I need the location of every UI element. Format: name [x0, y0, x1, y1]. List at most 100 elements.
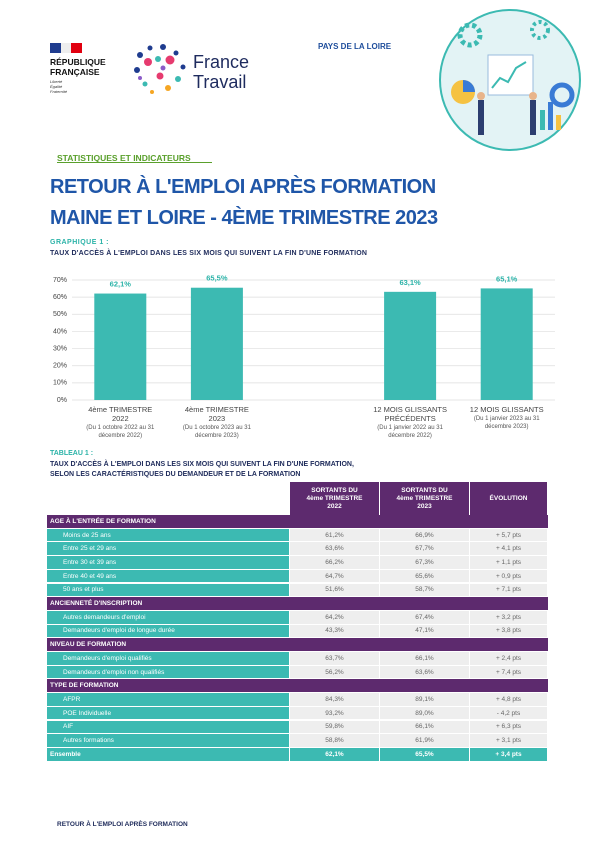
column-header-text: 2023 — [417, 502, 432, 510]
section-header: NIVEAU DE FORMATION — [47, 638, 548, 651]
brand: France — [193, 52, 250, 72]
table-cell: 43,3% — [290, 624, 379, 638]
table-cell: + 0,9 pts — [470, 569, 547, 583]
table-cell: 89,0% — [380, 706, 469, 720]
chart-title: TAUX D'ACCÈS À L'EMPLOI DANS LES SIX MOI… — [50, 250, 368, 257]
column-header: SORTANTS DU 4ème TRIMESTRE 2023 — [380, 482, 469, 515]
table-cell: 66,1% — [380, 652, 469, 665]
y-tick-label: 20% — [53, 363, 67, 370]
table-cell: 67,3% — [380, 556, 469, 569]
table-cell: 63,6% — [290, 542, 379, 556]
table-cell: Entre 25 et 29 ans — [47, 542, 289, 556]
column-header-text: 4ème TRIMESTRE — [306, 494, 363, 502]
title: RETOUR À L'EMPLOI APRÈS FORMATION — [50, 176, 436, 198]
table-title: TAUX D'ACCÈS À L'EMPLOI DANS LES SIX MOI… — [50, 461, 354, 468]
table-cell: + 5,7 pts — [470, 528, 547, 542]
table-cell: 63,7% — [290, 652, 379, 665]
title: MAINE ET LOIRE - 4ÈME TRIMESTRE 2023 — [50, 207, 438, 229]
table-cell: 58,8% — [290, 734, 379, 747]
x-tick: 4ème TRIMESTRE 2023 (Du 1 octobre 2023 au… — [169, 405, 265, 440]
table-cell: + 3,2 pts — [470, 610, 547, 624]
table-cell: 89,1% — [380, 693, 469, 706]
y-tick-label: 0% — [57, 397, 67, 404]
table-cell: 59,8% — [290, 720, 379, 734]
x-tick-note: (Du 1 octobre 2023 au 31 décembre 2023) — [182, 425, 251, 439]
table-cell: AIF — [47, 720, 289, 734]
column-header: SORTANTS DU 4ème TRIMESTRE 2022 — [290, 482, 379, 515]
table-cell: 63,6% — [380, 665, 469, 679]
table-cell: + 3,1 pts — [470, 734, 547, 747]
table-cell: + 4,8 pts — [470, 693, 547, 706]
table-cell: 65,5% — [380, 747, 469, 761]
x-tick-label: 12 MOIS GLISSANTS — [469, 405, 544, 414]
section-header: TYPE DE FORMATION — [47, 679, 548, 693]
x-tick-note: (Du 1 janvier 2022 au 31 décembre 2022) — [377, 425, 443, 439]
table-cell: 65,6% — [380, 569, 469, 583]
table-cell: Demandeurs d'emploi de longue durée — [47, 624, 289, 638]
chart-label: GRAPHIQUE 1 : — [50, 239, 110, 246]
table-cell: + 3,8 pts — [470, 624, 547, 638]
y-tick-label: 40% — [53, 328, 67, 335]
column-header-text: SORTANTS DU — [311, 486, 358, 494]
motto: Liberté — [50, 79, 63, 84]
republic: FRANÇAISE — [50, 67, 100, 77]
table-title: SELON LES CARACTÉRISTIQUES DU DEMANDEUR … — [50, 471, 301, 478]
republic: RÉPUBLIQUE — [50, 57, 106, 67]
table-cell: + 6,3 pts — [470, 720, 547, 734]
table-cell: Demandeurs d'emploi non qualifiés — [47, 665, 289, 679]
value-label: 65,5% — [206, 274, 228, 283]
table-cell: 50 ans et plus — [47, 583, 289, 597]
table-cell: POE Individuelle — [47, 706, 289, 720]
value-label: 63,1% — [399, 278, 421, 287]
section-header: ANCIENNETÉ D'INSCRIPTION — [47, 597, 548, 610]
table-cell: 51,6% — [290, 583, 379, 597]
x-tick: 12 MOIS GLISSANTS (Du 1 janvier 2023 au 3… — [459, 405, 555, 431]
kicker: STATISTIQUES ET INDICATEURS — [57, 153, 191, 163]
table-cell: + 7,1 pts — [470, 583, 547, 597]
y-tick-label: 50% — [53, 311, 67, 318]
bar — [480, 288, 533, 400]
table-label: TABLEAU 1 : — [50, 450, 94, 457]
value-label: 65,1% — [496, 274, 518, 283]
x-tick-note: (Du 1 janvier 2023 au 31 décembre 2023) — [473, 416, 540, 430]
column-header-text: 4ème TRIMESTRE — [396, 494, 453, 502]
value-label: 62,1% — [110, 280, 132, 289]
x-tick-label: 4ème TRIMESTRE 2022 — [88, 405, 153, 423]
y-tick-label: 70% — [53, 277, 67, 284]
table-cell: 66,9% — [380, 528, 469, 542]
footer-left: RETOUR À L'EMPLOI APRÈS FORMATION — [57, 821, 188, 828]
column-header-text: ÉVOLUTION — [489, 494, 528, 502]
table-cell: 64,7% — [290, 569, 379, 583]
table-cell: 64,2% — [290, 610, 379, 624]
table-cell: 67,4% — [380, 610, 469, 624]
table-cell: 93,2% — [290, 706, 379, 720]
y-tick-label: 10% — [53, 380, 67, 387]
bar — [94, 293, 147, 400]
table-cell: Autres formations — [47, 734, 289, 747]
table-cell: Moins de 25 ans — [47, 528, 289, 542]
table-cell: 84,3% — [290, 693, 379, 706]
table-cell: 58,7% — [380, 583, 469, 597]
y-tick-label: 60% — [53, 294, 67, 301]
table-cell: Autres demandeurs d'emploi — [47, 610, 289, 624]
table-cell: 61,9% — [380, 734, 469, 747]
table-cell: + 7,4 pts — [470, 665, 547, 679]
bar — [190, 287, 243, 400]
brand: Travail — [193, 72, 247, 92]
x-tick-label: 4ème TRIMESTRE 2023 — [184, 405, 249, 423]
table-cell: Entre 40 et 49 ans — [47, 569, 289, 583]
table-cell: 61,2% — [290, 528, 379, 542]
bar — [384, 291, 437, 400]
table-cell: Demandeurs d'emploi qualifiés — [47, 652, 289, 665]
x-tick: 12 MOIS GLISSANTS PRÉCÉDENTS (Du 1 janvie… — [362, 405, 458, 440]
x-tick-label: 12 MOIS GLISSANTS PRÉCÉDENTS — [373, 405, 447, 423]
motto: Fraternité — [50, 89, 68, 94]
table-cell: + 3,4 pts — [470, 747, 547, 761]
column-header: ÉVOLUTION — [470, 482, 547, 515]
section-header: AGE À L'ENTRÉE DE FORMATION — [47, 515, 548, 528]
table-cell: 62,1% — [290, 747, 379, 761]
region: PAYS DE LA LOIRE — [318, 42, 392, 51]
y-tick-label: 30% — [53, 345, 67, 352]
